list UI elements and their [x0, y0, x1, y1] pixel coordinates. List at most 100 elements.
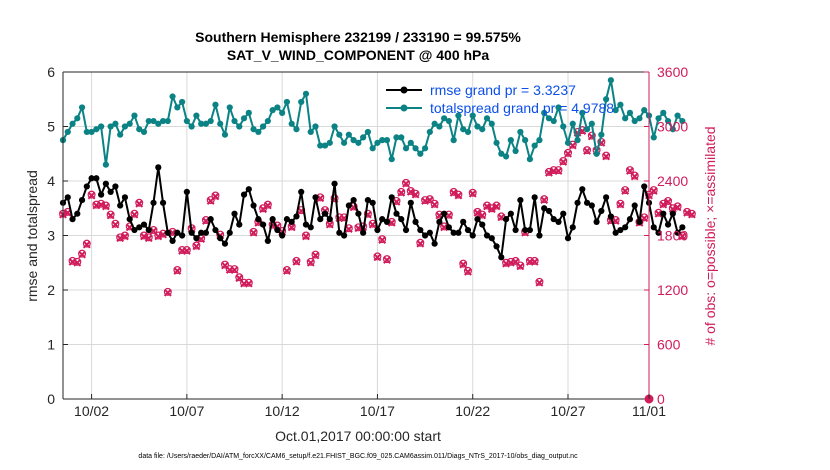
rmse-point [126, 216, 133, 223]
rmse-point [88, 175, 95, 182]
obs-assimilated-point [654, 209, 663, 218]
grid [63, 72, 649, 399]
rmse-point [212, 226, 219, 234]
totalspread-point [164, 117, 171, 125]
totalspread-point [455, 112, 462, 119]
totalspread-point [583, 126, 591, 133]
totalspread-point [398, 134, 405, 141]
obs-assimilated-point [140, 232, 148, 241]
totalspread-point [88, 128, 95, 136]
y-axis-label-right: # of obs: o=possible; ×=assimilated [702, 126, 718, 345]
totalspread-point [150, 117, 157, 125]
obs-assimilated-point [487, 205, 496, 214]
rmse-point [255, 216, 262, 223]
rmse-point [307, 224, 314, 231]
obs-assimilated-point [373, 253, 382, 262]
obs-assimilated-point [97, 200, 106, 209]
obs-assimilated-point [430, 200, 439, 209]
y-axis-label-left: rmse and totalspread [24, 170, 40, 302]
obs-possible-point [263, 200, 272, 209]
obs-assimilated-point [130, 210, 139, 219]
rmse-point [569, 224, 576, 231]
x-axis-label: Oct.01,2017 00:00:00 start [275, 428, 441, 444]
obs-assimilated-point [378, 236, 387, 244]
totalspread-point [622, 115, 629, 122]
rmse-point [312, 194, 319, 201]
totalspread-point [460, 126, 467, 133]
totalspread-point [198, 120, 205, 127]
totalspread-point [240, 115, 248, 122]
obs-possible-point [311, 250, 320, 259]
y-right-tick-label: 1200 [657, 282, 688, 298]
y-left-tick-label: 6 [47, 64, 55, 80]
obs-assimilated-point [559, 158, 568, 166]
obs-possible-point [78, 249, 87, 258]
rmse-point [536, 232, 543, 239]
totalspread-point [393, 134, 400, 141]
rmse-point [541, 205, 548, 212]
obs-possible-point [282, 266, 291, 275]
rmse-point [474, 216, 481, 223]
totalspread-point [636, 115, 643, 122]
totalspread-point [207, 117, 214, 125]
obs-assimilated-point [649, 187, 658, 195]
y-left-tick-label: 2 [47, 282, 55, 298]
totalspread-point [159, 117, 167, 125]
totalspread-point [431, 120, 438, 127]
rmse-point [302, 221, 310, 228]
rmse-point [436, 218, 443, 225]
rmse-point [664, 221, 672, 228]
obs-assimilated-point [368, 220, 377, 229]
obs-assimilated-point [454, 191, 463, 200]
rmse-point [493, 243, 500, 250]
totalspread-point [531, 142, 538, 149]
totalspread-point [364, 128, 372, 136]
rmse-point [374, 226, 381, 234]
totalspread-point [102, 161, 109, 168]
obs-assimilated-point [283, 267, 291, 275]
rmse-point [669, 210, 676, 217]
totalspread-point [441, 115, 448, 122]
obs-assimilated-point [249, 228, 258, 237]
obs-assimilated-point [583, 147, 591, 155]
obs-possible-point [397, 187, 406, 196]
obs-possible-point [459, 259, 468, 268]
rmse-point [379, 216, 386, 223]
obs-assimilated-point [192, 242, 201, 251]
x-tick-label: 10/02 [74, 403, 109, 419]
obs-assimilated-point [468, 189, 477, 198]
rmse-point [345, 202, 352, 209]
totalspread-point [74, 115, 81, 122]
totalspread-point [188, 123, 195, 130]
totalspread-point [93, 126, 100, 133]
totalspread-point [402, 145, 410, 152]
rmse-point [626, 216, 634, 223]
totalspread-point [231, 117, 238, 125]
obs-possible-point [402, 178, 411, 187]
obs-possible-point [540, 195, 549, 204]
rmse-point [226, 229, 233, 236]
y-left-tick-label: 3 [47, 228, 55, 244]
totalspread-point [641, 107, 648, 114]
rmse-point [240, 191, 248, 198]
totalspread-point [183, 117, 190, 125]
totalspread-point [517, 128, 524, 136]
rmse-point [398, 216, 405, 223]
totalspread-point [264, 117, 271, 125]
obs-assimilated-point [540, 196, 549, 204]
rmse-point [412, 218, 419, 225]
obs-assimilated-point [616, 200, 625, 209]
obs-possible-point [416, 238, 425, 247]
totalspread-point [607, 77, 614, 84]
totalspread-point [279, 109, 286, 116]
rmse-point [622, 224, 629, 231]
totalspread-point [588, 120, 595, 127]
obs-possible-point [292, 256, 301, 265]
rmse-point [336, 229, 343, 236]
rmse-point [179, 232, 186, 239]
rmse-point [593, 218, 600, 225]
obs-possible-point [468, 188, 477, 197]
obs-possible-point [330, 194, 339, 203]
rmse-point [526, 226, 533, 234]
totalspread-point [255, 128, 262, 136]
